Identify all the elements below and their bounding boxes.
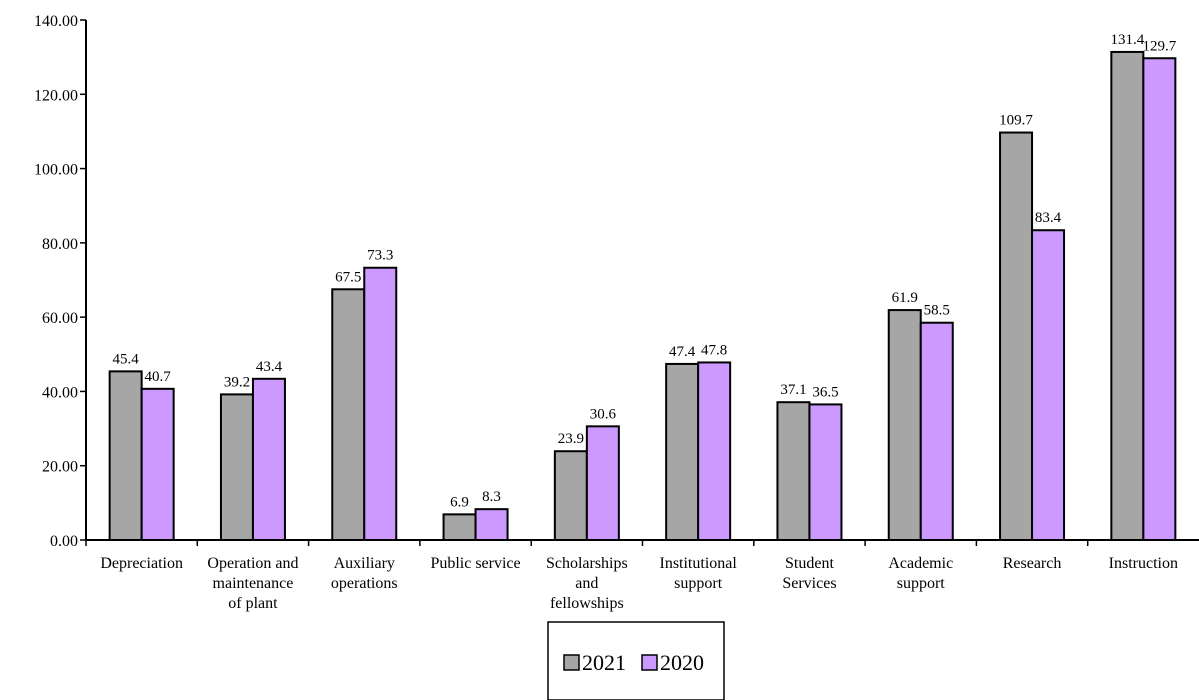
y-tick-label-2: 40.00 xyxy=(42,384,78,401)
bar-2020-1 xyxy=(251,377,286,541)
bar-2021-6 xyxy=(776,401,811,542)
x-tick-label-3: Public service xyxy=(430,555,520,572)
data-label-2020-4: 30.6 xyxy=(590,406,617,422)
bar-2021-3 xyxy=(442,513,477,541)
x-tick-line: fellowships xyxy=(550,595,624,612)
y-tick-label-5: 100.00 xyxy=(34,162,78,179)
y-tick-label-6: 120.00 xyxy=(34,87,78,104)
data-label-2021-3: 6.9 xyxy=(450,494,469,510)
bar-2021-1 xyxy=(219,393,254,541)
x-tick-line: support xyxy=(897,575,946,592)
data-label-2021-1: 39.2 xyxy=(224,374,250,390)
data-label-2020-8: 83.4 xyxy=(1035,210,1062,226)
y-tick-label-1: 20.00 xyxy=(42,459,78,476)
data-label-2020-6: 36.5 xyxy=(812,384,838,400)
x-tick-line: Operation and xyxy=(207,555,298,572)
bar-2020-6 xyxy=(808,403,843,541)
x-tick-line: maintenance xyxy=(213,575,294,592)
data-label-2021-0: 45.4 xyxy=(113,351,140,367)
legend-swatch-2021 xyxy=(563,654,580,671)
x-tick-line: Institutional xyxy=(659,555,737,572)
x-tick-label-0: Depreciation xyxy=(100,555,183,572)
legend-swatch-2020 xyxy=(641,654,658,671)
data-label-2020-7: 58.5 xyxy=(924,303,950,319)
x-tick-label-8: Research xyxy=(1003,555,1062,572)
x-tick-line: Research xyxy=(1003,555,1062,572)
data-label-2020-9: 129.7 xyxy=(1142,38,1176,54)
bar-2020-2 xyxy=(363,266,398,541)
x-tick-line: Depreciation xyxy=(100,555,183,572)
data-label-2020-1: 43.4 xyxy=(256,359,283,375)
x-tick-line: operations xyxy=(331,575,398,592)
data-label-2021-8: 109.7 xyxy=(999,113,1033,129)
x-tick-line: support xyxy=(674,575,723,592)
x-tick-line: Academic xyxy=(888,555,953,572)
bar-2020-9 xyxy=(1142,57,1177,541)
bar-2020-8 xyxy=(1031,229,1066,541)
bars-layer xyxy=(108,50,1177,542)
x-tick-label-7: Academic support xyxy=(888,555,953,592)
bar-2020-3 xyxy=(474,508,509,541)
x-tick-line: of plant xyxy=(228,595,278,612)
y-tick-label-3: 60.00 xyxy=(42,310,78,327)
data-label-2021-9: 131.4 xyxy=(1110,32,1144,48)
x-tick-line: and xyxy=(575,575,598,592)
data-label-2021-6: 37.1 xyxy=(780,382,806,398)
x-tick-line: Services xyxy=(782,575,836,592)
x-tick-label-1: Operation and maintenance of plant xyxy=(207,555,298,612)
x-tick-line: Instruction xyxy=(1109,555,1178,572)
data-label-2020-3: 8.3 xyxy=(482,489,501,505)
x-tick-label-5: Institutional support xyxy=(659,555,737,592)
data-labels-layer: 45.4 40.7 39.2 43.4 67.5 73.3 6.9 8.3 23.9 30.6 47… xyxy=(113,32,1177,510)
data-label-2021-5: 47.4 xyxy=(669,344,696,360)
bar-2020-7 xyxy=(919,321,954,542)
bar-2021-7 xyxy=(887,309,922,542)
bar-2020-4 xyxy=(585,425,620,542)
y-tick-label-4: 80.00 xyxy=(42,236,78,253)
axes-layer: Depreciation Operation and maintenance of p… xyxy=(34,13,1199,612)
data-label-2021-2: 67.5 xyxy=(335,269,361,285)
bar-2021-0 xyxy=(108,370,143,541)
bar-2021-8 xyxy=(999,131,1034,542)
bar-2020-0 xyxy=(140,387,175,542)
data-label-2020-5: 47.8 xyxy=(701,342,727,358)
x-tick-line: Student xyxy=(785,555,834,572)
x-tick-line: Scholarships xyxy=(546,555,628,572)
data-label-2020-0: 40.7 xyxy=(145,369,172,385)
bar-2021-4 xyxy=(553,450,588,542)
x-tick-line: Auxiliary xyxy=(334,555,395,572)
x-tick-label-6: Student Services xyxy=(782,555,836,592)
y-tick-label-0: 0.00 xyxy=(50,533,78,550)
y-tick-label-7: 140.00 xyxy=(34,13,78,30)
x-tick-label-9: Instruction xyxy=(1109,555,1178,572)
data-label-2020-2: 73.3 xyxy=(367,248,393,264)
x-tick-label-4: Scholarships and fellowships xyxy=(546,555,628,612)
bar-2021-9 xyxy=(1110,50,1145,541)
x-tick-label-2: Auxiliary operations xyxy=(331,555,398,592)
data-label-2021-7: 61.9 xyxy=(892,290,918,306)
x-tick-line: Public service xyxy=(430,555,520,572)
legend-label-2021: 2021 xyxy=(582,650,626,675)
bar-2021-5 xyxy=(665,362,700,542)
bar-2021-2 xyxy=(331,288,366,541)
legend: 2021 2020 xyxy=(547,621,725,700)
bar-2020-5 xyxy=(697,361,732,542)
legend-label-2020: 2020 xyxy=(660,650,704,675)
data-label-2021-4: 23.9 xyxy=(558,431,584,447)
